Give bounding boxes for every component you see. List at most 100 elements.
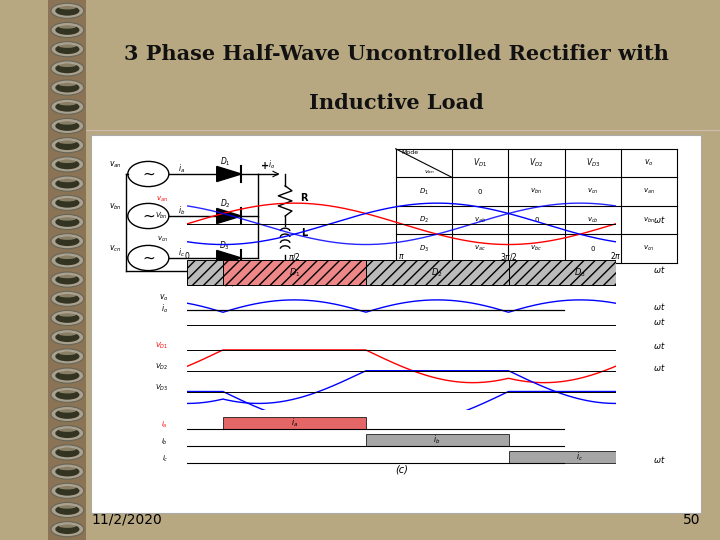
Text: (b): (b)	[529, 270, 544, 280]
Ellipse shape	[51, 329, 84, 345]
Text: $\pi$: $\pi$	[398, 252, 405, 261]
Text: 0: 0	[534, 217, 539, 223]
Text: $V_{D2}$: $V_{D2}$	[155, 362, 168, 372]
Text: $v_{an}$: $v_{an}$	[156, 195, 168, 204]
Ellipse shape	[51, 118, 84, 133]
Ellipse shape	[51, 291, 84, 306]
Ellipse shape	[51, 138, 84, 153]
Ellipse shape	[59, 121, 76, 125]
Text: $v_{bn}$: $v_{bn}$	[109, 201, 122, 212]
Text: $3\pi/2$: $3\pi/2$	[500, 251, 518, 261]
Ellipse shape	[59, 140, 76, 144]
Text: (c): (c)	[395, 464, 408, 474]
Text: 0: 0	[590, 246, 595, 252]
Ellipse shape	[59, 159, 76, 163]
Ellipse shape	[51, 272, 84, 287]
Bar	[508, 260, 652, 285]
Ellipse shape	[59, 63, 76, 67]
Ellipse shape	[55, 159, 79, 169]
Ellipse shape	[59, 447, 76, 451]
Text: $v_{cn}$: $v_{cn}$	[643, 244, 654, 253]
Ellipse shape	[51, 464, 84, 479]
Polygon shape	[217, 251, 241, 266]
Ellipse shape	[51, 407, 84, 422]
Text: $D_1$: $D_1$	[289, 266, 300, 279]
Ellipse shape	[51, 157, 84, 172]
Ellipse shape	[51, 368, 84, 383]
Ellipse shape	[51, 80, 84, 95]
Ellipse shape	[51, 502, 84, 517]
Text: 11/2/2020: 11/2/2020	[91, 512, 162, 526]
Text: $D_1$: $D_1$	[419, 186, 429, 197]
Ellipse shape	[55, 524, 79, 534]
Ellipse shape	[59, 102, 76, 105]
Ellipse shape	[51, 234, 84, 249]
Ellipse shape	[59, 370, 76, 374]
Ellipse shape	[55, 275, 79, 285]
Text: $i_c$: $i_c$	[178, 247, 184, 259]
Ellipse shape	[55, 6, 79, 16]
Text: 0: 0	[478, 188, 482, 194]
Ellipse shape	[55, 371, 79, 381]
Text: $D_3$: $D_3$	[419, 244, 429, 254]
Ellipse shape	[55, 352, 79, 361]
Text: $i_c$: $i_c$	[577, 451, 583, 463]
Text: $D_2$: $D_2$	[419, 215, 429, 225]
Ellipse shape	[55, 255, 79, 265]
Text: $\omega t$: $\omega t$	[653, 454, 666, 465]
Text: $V_{D2}$: $V_{D2}$	[529, 157, 544, 170]
Ellipse shape	[51, 42, 84, 57]
Text: ~: ~	[142, 166, 155, 181]
Text: $V_{bn}$: $V_{bn}$	[156, 211, 168, 221]
Ellipse shape	[55, 467, 79, 476]
Text: $v_{cn}$: $v_{cn}$	[587, 187, 598, 196]
Ellipse shape	[59, 485, 76, 489]
Ellipse shape	[55, 83, 79, 92]
Ellipse shape	[59, 178, 76, 183]
Text: $V_{D3}$: $V_{D3}$	[585, 157, 600, 170]
Text: 50: 50	[683, 512, 701, 526]
Text: $i_a$: $i_a$	[161, 420, 168, 430]
Text: $D_3$: $D_3$	[574, 266, 586, 279]
Bar	[187, 260, 616, 285]
Bar	[223, 260, 366, 285]
Text: $D_3$: $D_3$	[220, 240, 230, 253]
Bar	[366, 260, 508, 285]
Ellipse shape	[59, 467, 76, 470]
Ellipse shape	[59, 524, 76, 528]
Ellipse shape	[59, 351, 76, 355]
Ellipse shape	[59, 409, 76, 413]
Ellipse shape	[59, 428, 76, 432]
Text: $D_2$: $D_2$	[431, 266, 443, 279]
Bar	[508, 451, 652, 463]
Text: $i_b$: $i_b$	[161, 437, 168, 447]
Text: ~: ~	[142, 251, 155, 266]
Ellipse shape	[55, 64, 79, 73]
Ellipse shape	[51, 522, 84, 537]
Text: $\omega t$: $\omega t$	[653, 264, 666, 275]
Ellipse shape	[59, 255, 76, 259]
Text: $V_{D1}$: $V_{D1}$	[155, 341, 168, 351]
Text: ~: ~	[142, 208, 155, 224]
Text: $\omega t$: $\omega t$	[653, 316, 666, 327]
Text: $v_{cn}$: $v_{cn}$	[109, 244, 122, 254]
Text: $\omega t$: $\omega t$	[653, 340, 666, 351]
Ellipse shape	[55, 102, 79, 112]
Ellipse shape	[55, 237, 79, 246]
Ellipse shape	[59, 313, 76, 316]
Text: $v_{bn}$: $v_{bn}$	[531, 187, 542, 196]
Ellipse shape	[55, 121, 79, 131]
Bar	[223, 417, 366, 429]
Text: $v_{bn}$: $v_{bn}$	[643, 215, 655, 225]
Text: Mode: Mode	[401, 150, 418, 155]
Ellipse shape	[55, 294, 79, 303]
Ellipse shape	[51, 349, 84, 364]
Ellipse shape	[59, 83, 76, 86]
Text: $i_o$: $i_o$	[161, 302, 168, 314]
Text: R: R	[300, 193, 308, 203]
Text: $v_{bc}$: $v_{bc}$	[531, 244, 542, 253]
Ellipse shape	[59, 198, 76, 201]
Ellipse shape	[55, 313, 79, 323]
Ellipse shape	[55, 140, 79, 150]
Text: $\omega t$: $\omega t$	[653, 301, 666, 312]
